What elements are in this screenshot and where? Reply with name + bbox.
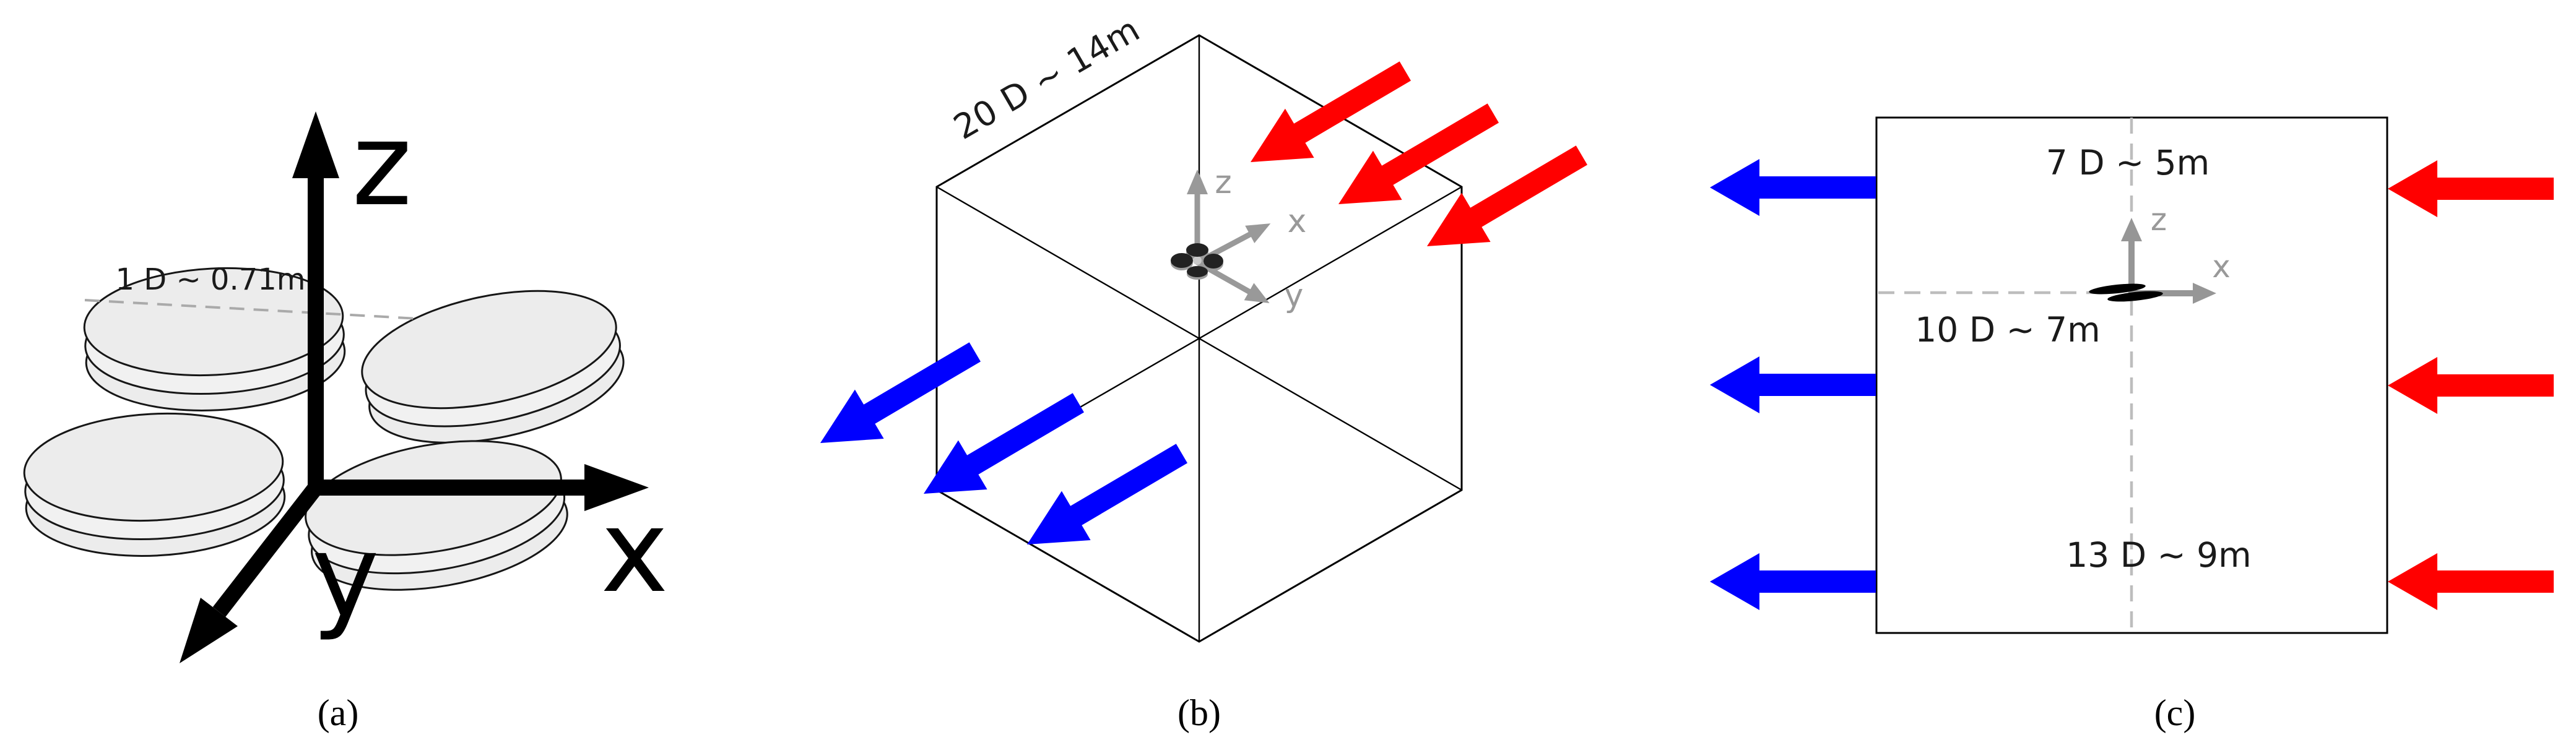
z-axis-arrowhead [292, 111, 339, 178]
caption-b: (b) [1177, 692, 1221, 733]
rotor-diameter-dashed-line [84, 299, 418, 320]
outflow-arrow-c-2 [1710, 356, 1876, 413]
c-bottom-dimension-label: 13 D ~ 9m [2066, 535, 2251, 575]
x-axis-arrowhead [584, 464, 649, 511]
outflow-arrow-c-1 [1710, 159, 1876, 216]
rotor-diameter-label: 1 D ~ 0.71m [115, 262, 305, 297]
c-x-axis-label: x [2212, 249, 2231, 285]
rotor-front-left [20, 406, 288, 564]
c-z-axis-label: z [2151, 202, 2167, 238]
drone-marker-b [1171, 243, 1223, 280]
a-y-axis-label: y [311, 509, 379, 643]
a-x-axis-label: x [601, 484, 668, 618]
inflow-arrow-c-3 [2388, 553, 2554, 610]
inflow-arrow-c-2 [2388, 357, 2554, 414]
body-y-axis [180, 483, 323, 663]
drone-marker-c [2089, 283, 2163, 302]
inflow-arrow-c-1 [2388, 160, 2554, 217]
caption-c: (c) [2154, 692, 2196, 733]
b-y-axis-label: y [1285, 277, 1304, 314]
outflow-arrow-c-3 [1710, 553, 1876, 610]
panel-a-quadrotor: 1 D ~ 0.71m z x y (a) [20, 98, 669, 733]
a-z-axis-label: z [352, 98, 412, 231]
b-z-axis-label: z [1215, 164, 1231, 201]
cube-edge-label: 20 D ~ 14m [947, 9, 1147, 147]
body-z-axis [292, 111, 339, 492]
y-axis-arrowhead [180, 598, 238, 663]
c-left-dimension-label: 10 D ~ 7m [1915, 310, 2100, 350]
outflow-arrow-b-3 [1012, 429, 1197, 569]
c-top-dimension-label: 7 D ~ 5m [2046, 143, 2210, 183]
b-x-axis-label: x [1288, 203, 1307, 240]
rotor-back-right [350, 269, 635, 464]
panel-b-cube-domain: 20 D ~ 14m z x y [805, 9, 1597, 733]
caption-a: (a) [318, 692, 359, 733]
body-x-axis [311, 464, 649, 511]
c-z-axis [2121, 218, 2142, 293]
panel-c-side-domain: 7 D ~ 5m 10 D ~ 7m 13 D ~ 9m z x (c) [1710, 116, 2554, 733]
